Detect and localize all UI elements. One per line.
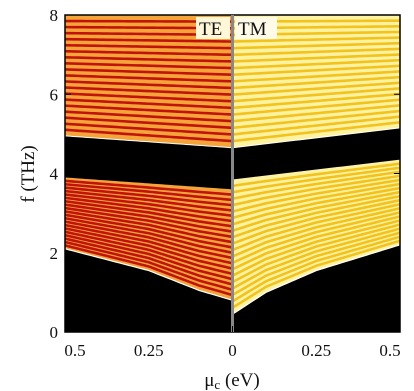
fringe-line xyxy=(65,62,232,70)
fringe-line xyxy=(233,219,400,277)
x-axis-label-main: μ xyxy=(204,370,214,391)
fringe-line xyxy=(233,104,400,123)
fringe-line xyxy=(233,75,400,90)
fringe-line xyxy=(65,49,232,57)
fringe-line xyxy=(233,186,400,226)
fringe-line xyxy=(65,199,232,228)
fringe-line xyxy=(233,115,400,136)
fringe-line xyxy=(65,203,232,233)
fringe-line xyxy=(65,233,232,281)
fringe-line xyxy=(233,174,400,207)
fringe-line xyxy=(65,43,232,50)
fringe-line xyxy=(65,240,232,291)
x-tick-label: 0 xyxy=(228,341,237,360)
fringe-line xyxy=(233,98,400,116)
fringe-line xyxy=(233,81,400,96)
fringe-line xyxy=(233,190,400,232)
fringe-line xyxy=(65,216,232,254)
fringe-line xyxy=(233,36,400,43)
fringe-line xyxy=(65,189,232,212)
x-axis-label-sub: c xyxy=(214,377,220,391)
band-edge-line xyxy=(233,244,400,315)
fringe-line xyxy=(233,120,400,143)
fringe-line xyxy=(65,244,232,297)
fringe-line xyxy=(65,74,232,83)
x-tick-label: 0.25 xyxy=(301,341,331,360)
y-tick-label: 2 xyxy=(50,244,59,263)
fringe-line xyxy=(65,179,232,196)
band-edge-line xyxy=(65,248,232,301)
fringe-line xyxy=(233,202,400,252)
fringe-line xyxy=(65,68,232,77)
fringe-line xyxy=(65,237,232,286)
fringe-line xyxy=(65,206,232,239)
fringe-line xyxy=(65,86,232,96)
fringe-line xyxy=(233,231,400,297)
fringe-line xyxy=(65,196,232,223)
fringe-line xyxy=(233,109,400,130)
fringe-line xyxy=(233,162,400,188)
fringe-line xyxy=(233,47,400,57)
fringe-line xyxy=(65,213,232,249)
fringe-line xyxy=(65,223,232,265)
fringe-line xyxy=(233,53,400,63)
fringe-line xyxy=(65,98,232,110)
te-panel xyxy=(65,15,232,332)
fringe-line xyxy=(233,223,400,284)
fringe-line xyxy=(65,227,232,270)
fringe-line xyxy=(233,41,400,50)
fringe-line xyxy=(65,56,232,63)
fringe-line xyxy=(65,210,232,244)
fringe-line xyxy=(233,178,400,213)
gap-edge-line xyxy=(233,127,400,149)
fringe-line xyxy=(65,37,232,43)
fringe-line xyxy=(233,92,400,110)
fringe-line xyxy=(233,211,400,265)
fringe-line xyxy=(233,170,400,200)
fringe-line xyxy=(233,87,400,103)
fringe-line xyxy=(65,186,232,207)
fringe-line xyxy=(233,227,400,290)
fringe-line xyxy=(233,239,400,309)
fringe-line xyxy=(233,207,400,258)
gap-edge-line xyxy=(65,135,232,149)
fringe-line xyxy=(65,193,232,218)
y-axis-label: f (THz) xyxy=(18,145,39,203)
panel-labels: TE TM xyxy=(196,17,277,40)
fringe-line xyxy=(233,166,400,194)
fringe-line xyxy=(233,64,400,77)
y-tick-label: 6 xyxy=(50,85,59,104)
y-tick-label: 4 xyxy=(50,165,59,184)
x-axis-label-unit: (eV) xyxy=(220,370,260,391)
fringe-line xyxy=(233,182,400,220)
fringe-line xyxy=(65,128,232,143)
fringe-line xyxy=(233,70,400,83)
fringe-line xyxy=(65,230,232,276)
x-axis-ticks: 0.5 0.25 0 0.25 0.5 xyxy=(64,326,401,360)
fringe-line xyxy=(233,198,400,245)
fringe-line xyxy=(233,194,400,239)
fringe-line xyxy=(65,182,232,202)
x-tick-label: 0.5 xyxy=(64,341,85,360)
x-axis-label: μc (eV) xyxy=(204,370,260,391)
fringe-line xyxy=(233,235,400,303)
fringe-line xyxy=(233,58,400,70)
fringe-line xyxy=(65,122,232,136)
y-axis-ticks: 0 2 4 6 8 xyxy=(50,6,400,342)
y-tick-label: 0 xyxy=(50,323,59,342)
fringe-line xyxy=(65,104,232,116)
fringe-line xyxy=(65,110,232,123)
te-label: TE xyxy=(199,19,222,40)
x-tick-label: 0.5 xyxy=(379,341,400,360)
fringe-line xyxy=(65,92,232,103)
fringe-line xyxy=(65,116,232,130)
fringe-line xyxy=(65,220,232,260)
tm-label: TM xyxy=(238,19,267,40)
tm-panel xyxy=(233,15,400,332)
fringe-line xyxy=(233,215,400,271)
y-tick-label: 8 xyxy=(50,6,59,25)
fringe-line xyxy=(65,80,232,90)
x-tick-label: 0.25 xyxy=(134,341,164,360)
